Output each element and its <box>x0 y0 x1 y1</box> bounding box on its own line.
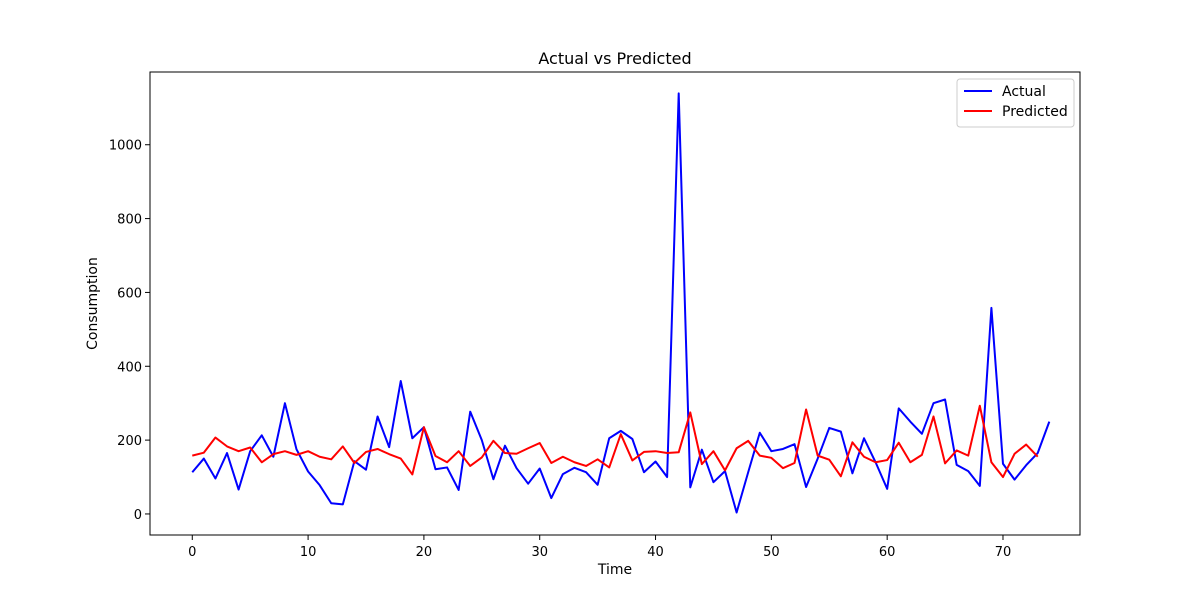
plot-area-frame <box>149 71 1081 536</box>
chart-title: Actual vs Predicted <box>538 49 691 68</box>
y-tick-label: 400 <box>117 360 142 375</box>
series-line-predicted <box>192 404 1039 479</box>
tick-layer: 0 10 20 30 40 50 60 70 0 200 400 600 800 1000 <box>109 139 1011 560</box>
x-tick-label: 40 <box>647 545 664 560</box>
x-tick-label: 30 <box>531 545 548 560</box>
legend: Actual Predicted <box>956 78 1075 128</box>
x-tick-label: 70 <box>995 545 1012 560</box>
x-tick-label: 60 <box>879 545 896 560</box>
x-tick-label: 50 <box>763 545 780 560</box>
legend-label-predicted: Predicted <box>1002 104 1068 120</box>
legend-label-actual: Actual <box>1002 84 1046 100</box>
x-tick-label: 20 <box>416 545 433 560</box>
y-tick-label: 800 <box>117 213 142 228</box>
x-tick-label: 10 <box>300 545 317 560</box>
x-tick-label: 0 <box>188 545 196 560</box>
y-tick-label: 1000 <box>109 139 142 154</box>
y-tick-label: 0 <box>134 508 142 523</box>
series-layer <box>191 92 1051 514</box>
y-axis-label: Consumption <box>85 257 101 350</box>
y-tick-label: 200 <box>117 434 142 449</box>
series-line-actual <box>191 92 1051 514</box>
y-tick-label: 600 <box>117 286 142 301</box>
x-axis-label: Time <box>597 562 632 578</box>
